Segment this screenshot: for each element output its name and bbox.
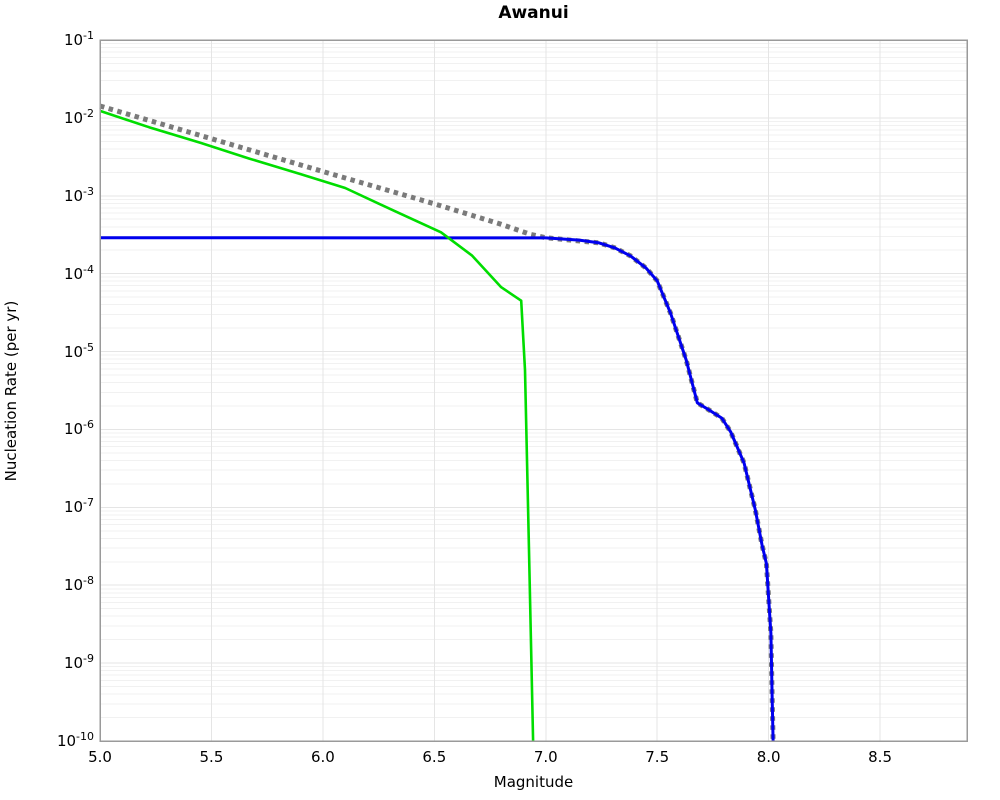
x-tick-label: 7.5	[645, 748, 670, 766]
plot-frame	[99, 39, 968, 742]
x-tick-label: 5.5	[199, 748, 224, 766]
x-tick-label: 7.0	[533, 748, 558, 766]
x-tick-label: 5.0	[88, 748, 112, 766]
y-tick-label: 10-1	[63, 29, 94, 49]
x-axis-label: Magnitude	[493, 773, 574, 791]
y-tick-label: 10-3	[63, 184, 94, 205]
x-tick-label: 8.5	[868, 748, 892, 766]
y-tick-label: 10-7	[63, 496, 94, 517]
y-tick-label: 10-2	[63, 106, 94, 127]
y-tick-label: 10-8	[63, 574, 94, 595]
x-tick-label: 8.0	[756, 748, 781, 766]
chart-title: Awanui	[498, 3, 569, 23]
series-green-solid-line	[99, 109, 535, 742]
series-blue-solid-line	[99, 236, 775, 742]
y-tick-label: 10-10	[56, 730, 94, 750]
y-tick-label: 10-5	[63, 340, 94, 361]
y-tick-label: 10-6	[63, 418, 94, 439]
y-tick-label: 10-4	[63, 262, 94, 283]
x-tick-label: 6.0	[310, 748, 335, 766]
y-tick-label: 10-9	[63, 652, 94, 673]
x-tick-label: 6.5	[422, 748, 447, 766]
